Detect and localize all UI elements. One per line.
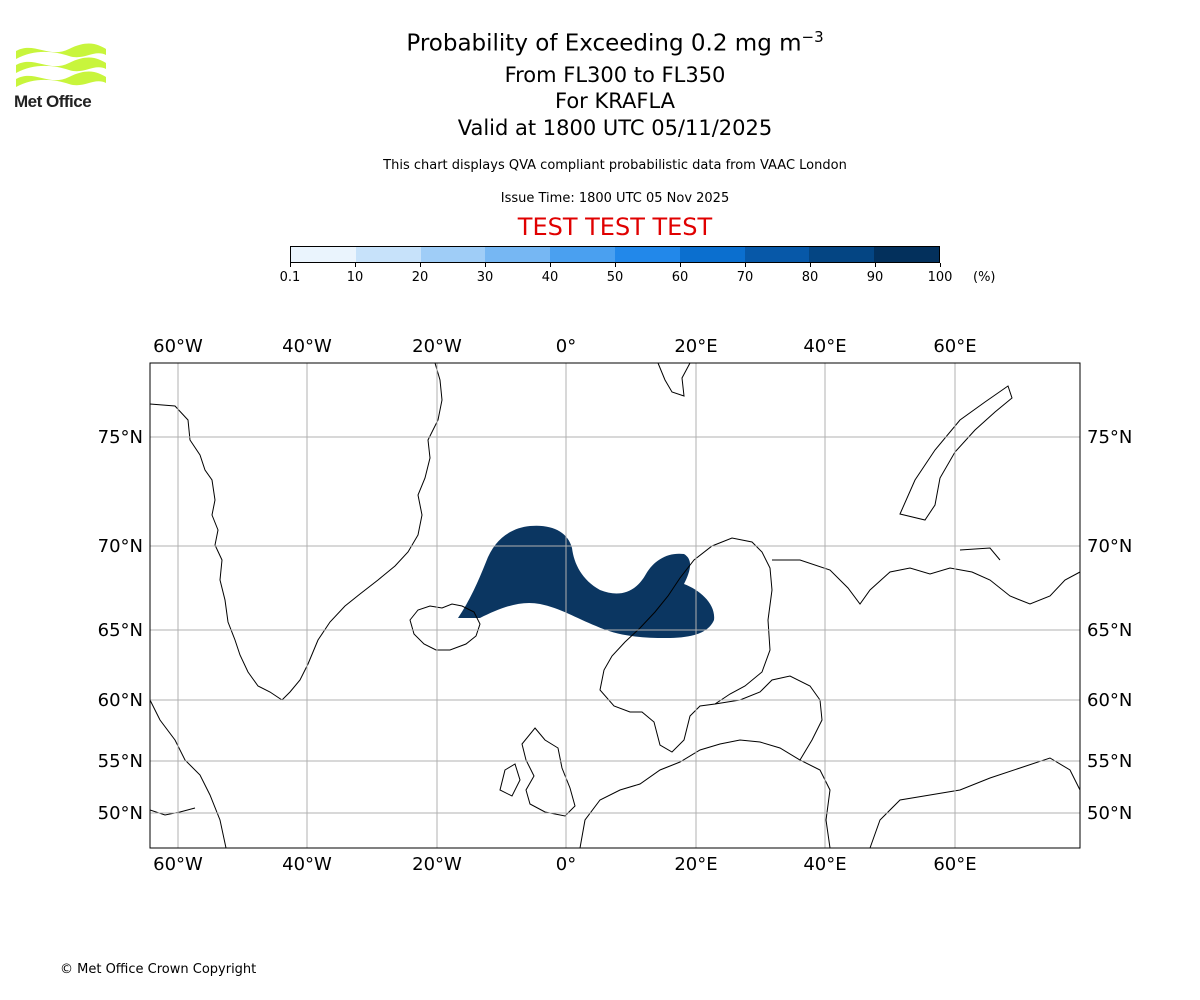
longitude-label: 60°W	[153, 336, 203, 357]
colorbar-tick-label: 30	[476, 270, 494, 285]
latitude-label: 75°N	[1087, 427, 1132, 448]
colorbar-cell	[485, 247, 551, 262]
longitude-label: 60°W	[153, 854, 203, 875]
coastlines	[150, 363, 1080, 848]
longitude-label: 40°W	[282, 336, 332, 357]
colorbar-cell	[614, 247, 680, 262]
colorbar-tickmark	[355, 263, 356, 267]
colorbar-tickmark	[810, 263, 811, 267]
colorbar-cell	[679, 247, 745, 262]
colorbar-tickmark	[550, 263, 551, 267]
longitude-label: 0°	[556, 336, 576, 357]
longitude-label: 20°W	[412, 854, 462, 875]
latitude-label: 55°N	[1087, 751, 1132, 772]
qva-note: This chart displays QVA compliant probab…	[383, 158, 847, 173]
flight-levels: From FL300 to FL350	[504, 63, 726, 87]
colorbar-tick-label: 10	[346, 270, 364, 285]
chart-title: Probability of Exceeding 0.2 mg m−3	[406, 28, 824, 57]
colorbar-tick-label: 70	[736, 270, 754, 285]
longitude-label: 20°W	[412, 336, 462, 357]
volcano-name: For KRAFLA	[555, 89, 675, 113]
latitude-label: 60°N	[98, 690, 143, 711]
colorbar-cell	[550, 247, 615, 262]
colorbar-unit: (%)	[973, 270, 996, 285]
longitude-label: 20°E	[674, 854, 717, 875]
colorbar-cell	[355, 247, 421, 262]
longitude-label: 20°E	[674, 336, 717, 357]
issue-time: Issue Time: 1800 UTC 05 Nov 2025	[500, 191, 730, 206]
colorbar-tick-label: 0.1	[279, 270, 301, 285]
colorbar-tickmark	[940, 263, 941, 267]
copyright: © Met Office Crown Copyright	[60, 962, 257, 977]
longitude-label: 60°E	[933, 854, 976, 875]
colorbar-tick-label: 40	[541, 270, 559, 285]
colorbar-cell	[291, 247, 356, 262]
colorbar-tickmark	[745, 263, 746, 267]
colorbar-tickmark	[485, 263, 486, 267]
latitude-label: 55°N	[98, 751, 143, 772]
colorbar-tick-label: 90	[866, 270, 884, 285]
logo-text: Met Office	[14, 92, 92, 111]
ash-plume	[458, 525, 715, 638]
latitude-label: 70°N	[98, 536, 143, 557]
colorbar-cell	[874, 247, 939, 262]
latitude-label: 70°N	[1087, 536, 1132, 557]
colorbar-tick-label: 60	[671, 270, 689, 285]
latitude-label: 65°N	[1087, 620, 1132, 641]
valid-time: Valid at 1800 UTC 05/11/2025	[457, 116, 773, 140]
latitude-label: 75°N	[98, 427, 143, 448]
longitude-label: 40°E	[803, 854, 846, 875]
colorbar-tick-label: 20	[411, 270, 429, 285]
test-banner: TEST TEST TEST	[517, 213, 713, 241]
colorbar-tickmark	[420, 263, 421, 267]
colorbar-cell	[744, 247, 810, 262]
colorbar-tickmark	[680, 263, 681, 267]
graticule	[150, 363, 1080, 848]
latitude-label: 50°N	[98, 803, 143, 824]
longitude-label: 40°W	[282, 854, 332, 875]
colorbar-tick-label: 100	[927, 270, 953, 285]
colorbar-cell	[420, 247, 486, 262]
colorbar	[290, 246, 940, 263]
longitude-label: 0°	[556, 854, 576, 875]
met-office-wave-icon	[16, 43, 106, 87]
latitude-label: 50°N	[1087, 803, 1132, 824]
colorbar-tickmark	[875, 263, 876, 267]
colorbar-cell	[809, 247, 875, 262]
colorbar-tickmark	[615, 263, 616, 267]
colorbar-tick-label: 80	[801, 270, 819, 285]
longitude-label: 60°E	[933, 336, 976, 357]
latitude-label: 60°N	[1087, 690, 1132, 711]
map-frame	[149, 362, 1081, 849]
colorbar-tickmark	[290, 263, 291, 267]
colorbar-tick-label: 50	[606, 270, 624, 285]
latitude-label: 65°N	[98, 620, 143, 641]
longitude-label: 40°E	[803, 336, 846, 357]
